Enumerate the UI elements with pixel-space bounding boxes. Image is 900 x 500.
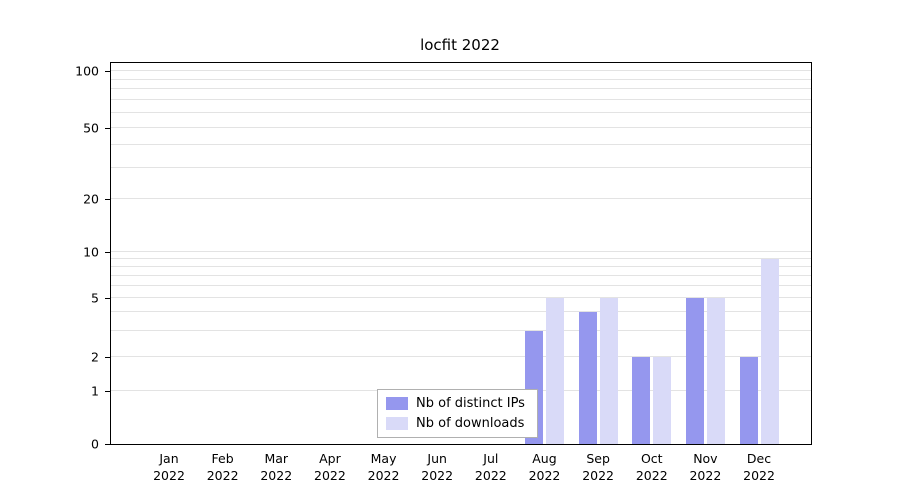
bar-downloads bbox=[653, 357, 672, 444]
x-tick-label: May 2022 bbox=[367, 451, 400, 483]
y-tick-label: 5 bbox=[91, 290, 99, 306]
y-tick-label: 0 bbox=[91, 436, 99, 452]
gridline bbox=[111, 356, 811, 358]
legend: Nb of distinct IPs Nb of downloads bbox=[377, 388, 538, 438]
x-tick-label: Nov 2022 bbox=[689, 451, 722, 483]
legend-item-distinct-ips: Nb of distinct IPs bbox=[386, 396, 525, 411]
y-tick-mark bbox=[105, 357, 111, 359]
bar-downloads bbox=[599, 298, 618, 444]
gridline bbox=[111, 265, 811, 267]
gridline bbox=[111, 274, 811, 276]
y-tick-mark bbox=[105, 391, 111, 393]
gridline bbox=[111, 330, 811, 331]
gridline bbox=[111, 257, 811, 259]
y-tick-label: 10 bbox=[83, 244, 99, 260]
x-tick-label: Mar 2022 bbox=[260, 451, 293, 483]
legend-swatch-downloads bbox=[386, 416, 408, 430]
gridline bbox=[111, 250, 811, 252]
y-tick-label: 50 bbox=[83, 120, 99, 136]
x-tick-label: Apr 2022 bbox=[314, 451, 346, 483]
plot-area: Nb of distinct IPs Nb of downloads 0 1 2 5 1… bbox=[75, 62, 812, 483]
legend-swatch-distinct-ips bbox=[386, 396, 408, 410]
gridline bbox=[111, 78, 811, 80]
bar-distinct-ips bbox=[578, 312, 597, 444]
bar-distinct-ips bbox=[739, 357, 758, 444]
bar-distinct-ips bbox=[632, 357, 651, 444]
chart-title: locfit 2022 bbox=[420, 36, 500, 54]
y-tick-mark bbox=[105, 298, 111, 300]
y-tick-label: 1 bbox=[91, 383, 99, 399]
gridline bbox=[111, 112, 811, 114]
y-tick-mark bbox=[105, 199, 111, 201]
gridline bbox=[111, 88, 811, 90]
gridline bbox=[111, 297, 811, 299]
y-tick-label: 2 bbox=[91, 349, 99, 365]
y-tick-label: 100 bbox=[75, 63, 99, 79]
gridline bbox=[111, 284, 811, 286]
gridline bbox=[111, 144, 811, 146]
gridline bbox=[111, 127, 811, 129]
gridline bbox=[111, 99, 811, 101]
bar-downloads bbox=[706, 298, 725, 444]
bar-distinct-ips bbox=[685, 298, 704, 444]
y-tick-label: 20 bbox=[83, 191, 99, 207]
legend-label-distinct-ips: Nb of distinct IPs bbox=[416, 395, 525, 411]
x-tick-label: Jul 2022 bbox=[474, 451, 507, 483]
gridline bbox=[111, 70, 811, 72]
y-tick-mark bbox=[105, 251, 111, 253]
bar-downloads bbox=[760, 258, 779, 444]
x-tick-label: Feb 2022 bbox=[206, 451, 239, 483]
x-tick-label: Aug 2022 bbox=[528, 451, 561, 483]
x-tick-label: Oct 2022 bbox=[635, 451, 668, 483]
x-tick-label: Jun 2022 bbox=[421, 451, 454, 483]
y-tick-mark bbox=[105, 128, 111, 130]
y-tick-mark bbox=[105, 71, 111, 72]
gridline bbox=[111, 198, 811, 200]
x-tick-label: Sep 2022 bbox=[582, 451, 615, 483]
x-tick-label: Dec 2022 bbox=[743, 451, 775, 483]
gridline bbox=[111, 166, 811, 168]
legend-label-downloads: Nb of downloads bbox=[416, 415, 525, 431]
x-tick-label: Jan 2022 bbox=[153, 451, 185, 483]
gridline bbox=[111, 311, 811, 313]
legend-item-downloads: Nb of downloads bbox=[386, 416, 525, 431]
bar-downloads bbox=[545, 298, 564, 444]
y-tick-mark bbox=[105, 444, 111, 445]
